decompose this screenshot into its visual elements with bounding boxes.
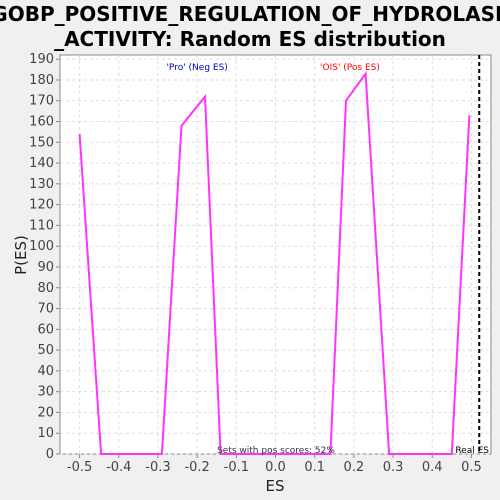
y-tick-label: 60 — [37, 322, 54, 337]
series — [78, 70, 471, 455]
real-es-label: Real ES — [455, 446, 489, 456]
x-axis-label: ES — [266, 477, 285, 495]
x-tick-label: -0.4 — [106, 460, 131, 475]
x-tick-label: 0.4 — [422, 460, 443, 475]
y-tick-label: 80 — [37, 281, 54, 296]
y-tick-label: 180 — [29, 73, 54, 88]
x-tick-label: -0.1 — [224, 460, 249, 475]
y-tick-label: 190 — [29, 52, 54, 67]
pos-es-label: 'OIS' (Pos ES) — [320, 63, 380, 73]
x-tick-label: -0.3 — [145, 460, 170, 475]
pos-scores-label: Sets with pos scores: 52% — [217, 446, 335, 456]
y-tick-label: 130 — [29, 177, 54, 192]
chart-title-line2: _ACTIVITY: Random ES distribution — [54, 27, 446, 51]
y-tick-label: 40 — [37, 364, 54, 379]
x-tick-label: 0.2 — [344, 460, 365, 475]
y-tick-label: 10 — [37, 426, 54, 441]
x-axis-ticks: -0.5 -0.4 -0.3 -0.2 -0.1 0.0 0.1 0.2 0.3 0.4 0.5 — [67, 454, 482, 475]
grid — [60, 55, 491, 455]
x-tick-label: -0.2 — [184, 460, 209, 475]
x-tick-label: 0.1 — [304, 460, 325, 475]
y-tick-label: 110 — [29, 218, 54, 233]
y-axis-label: P(ES) — [12, 235, 30, 275]
y-tick-label: 90 — [37, 260, 54, 275]
y-tick-label: 30 — [37, 385, 54, 400]
y-axis-ticks: 0 10 20 30 40 50 60 70 80 90 100 110 120 130 140 150 160… — [29, 52, 60, 462]
y-tick-label: 120 — [29, 198, 54, 213]
x-tick-label: -0.5 — [67, 460, 92, 475]
y-tick-label: 100 — [29, 239, 54, 254]
y-tick-label: 140 — [29, 156, 54, 171]
chart-title-line1: GOBP_POSITIVE_REGULATION_OF_HYDROLASE — [0, 2, 500, 26]
y-tick-label: 0 — [46, 447, 54, 462]
series-line — [78, 70, 471, 455]
y-tick-label: 150 — [29, 135, 54, 150]
y-tick-label: 160 — [29, 115, 54, 130]
y-tick-label: 70 — [37, 302, 54, 317]
x-tick-label: 0.3 — [383, 460, 404, 475]
y-tick-label: 170 — [29, 94, 54, 109]
x-tick-label: 0.5 — [461, 460, 482, 475]
y-tick-label: 20 — [37, 405, 54, 420]
neg-es-label: 'Pro' (Neg ES) — [166, 63, 227, 73]
y-tick-label: 50 — [37, 343, 54, 358]
x-tick-label: 0.0 — [265, 460, 286, 475]
